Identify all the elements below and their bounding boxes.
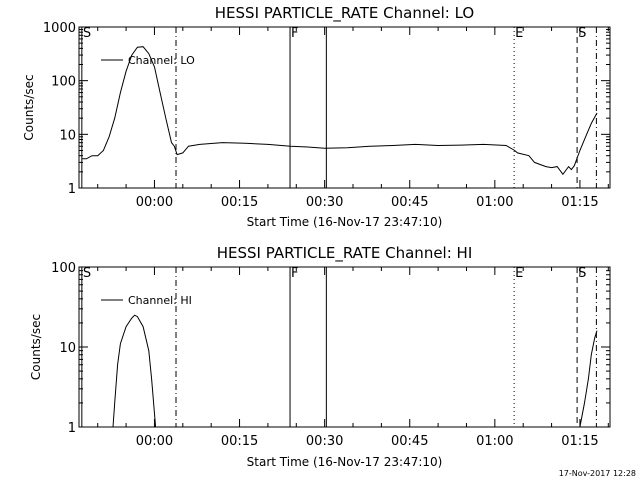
chart-title: HESSI PARTICLE_RATE Channel: HI bbox=[217, 244, 473, 263]
event-marker-label: S bbox=[83, 266, 91, 281]
event-marker-label: S bbox=[578, 266, 586, 281]
x-tick-label: 00:45 bbox=[391, 434, 428, 449]
x-tick-label: 00:15 bbox=[221, 195, 258, 210]
x-tick-label: 00:15 bbox=[221, 434, 258, 449]
panel-1: HESSI PARTICLE_RATE Channel: LO 1 10 100 100… bbox=[22, 4, 611, 229]
chart-title: HESSI PARTICLE_RATE Channel: LO bbox=[215, 4, 474, 23]
x-tick-label: 00:45 bbox=[391, 195, 428, 210]
y-tick-label: 10 bbox=[59, 128, 76, 143]
x-tick-label: 00:30 bbox=[306, 195, 343, 210]
series-line bbox=[81, 46, 598, 176]
y-tick-label: 100 bbox=[51, 261, 76, 276]
y-tick-label: 100 bbox=[51, 75, 76, 90]
event-marker-label: E bbox=[515, 26, 523, 41]
series-line bbox=[112, 314, 157, 428]
y-axis-label: Counts/sec bbox=[22, 74, 36, 140]
x-tick-label: 00:30 bbox=[306, 434, 343, 449]
plot-frame bbox=[78, 266, 611, 428]
event-marker-label: S bbox=[83, 26, 91, 41]
x-tick-label: 01:15 bbox=[561, 195, 598, 210]
x-tick-label: 01:15 bbox=[561, 434, 598, 449]
y-tick-label: 1000 bbox=[43, 21, 76, 36]
x-tick-label: 01:00 bbox=[476, 434, 513, 449]
series-line bbox=[579, 330, 598, 428]
event-marker-label: E bbox=[515, 266, 523, 281]
legend-label: Channel: LO bbox=[128, 54, 195, 67]
legend-label: Channel: HI bbox=[128, 294, 192, 307]
y-tick-label: 1 bbox=[68, 182, 76, 197]
y-tick-label: 10 bbox=[59, 341, 76, 356]
footer-timestamp: 17-Nov-2017 12:28 bbox=[558, 469, 636, 478]
x-tick-label: 00:00 bbox=[136, 195, 173, 210]
panel-2: HESSI PARTICLE_RATE Channel: HI 1 10 100 00:… bbox=[29, 244, 611, 469]
event-marker-label: F bbox=[291, 266, 298, 281]
y-tick-label: 1 bbox=[68, 421, 76, 436]
x-axis-label: Start Time (16-Nov-17 23:47:10) bbox=[247, 455, 443, 469]
y-axis-label: Counts/sec bbox=[29, 314, 43, 380]
x-axis-label: Start Time (16-Nov-17 23:47:10) bbox=[247, 215, 443, 229]
x-tick-label: 00:00 bbox=[136, 434, 173, 449]
event-marker-label: F bbox=[291, 26, 298, 41]
x-tick-label: 01:00 bbox=[476, 195, 513, 210]
plot-frame bbox=[78, 26, 611, 189]
event-marker-label: S bbox=[578, 26, 586, 41]
